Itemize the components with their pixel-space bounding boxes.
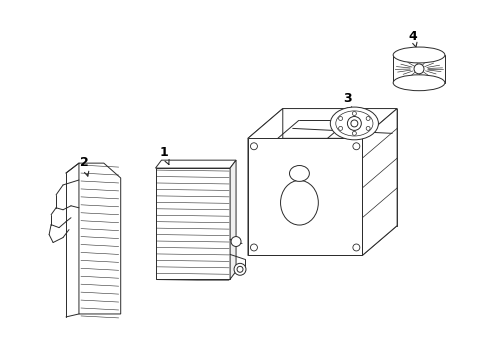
Circle shape [338,117,342,121]
Text: 2: 2 [80,156,89,176]
Circle shape [250,143,257,150]
Polygon shape [247,226,396,255]
Circle shape [352,131,356,135]
Circle shape [231,237,241,247]
Circle shape [413,64,423,74]
Circle shape [234,264,245,275]
Text: 3: 3 [343,92,351,112]
Ellipse shape [335,111,372,136]
Ellipse shape [289,166,309,181]
Circle shape [352,244,359,251]
Polygon shape [247,109,396,138]
Circle shape [366,117,369,121]
Ellipse shape [392,47,444,63]
Circle shape [338,126,342,130]
Text: 4: 4 [408,30,417,48]
Polygon shape [362,109,396,255]
Circle shape [352,112,356,116]
Polygon shape [247,109,282,255]
Ellipse shape [392,75,444,91]
Polygon shape [230,160,236,279]
Ellipse shape [280,180,318,225]
Polygon shape [155,168,230,279]
Polygon shape [247,138,362,255]
Circle shape [237,266,243,272]
Circle shape [366,126,369,130]
Circle shape [250,244,257,251]
Polygon shape [79,163,121,314]
Text: 1: 1 [159,146,169,165]
Polygon shape [282,109,396,226]
Circle shape [352,143,359,150]
Ellipse shape [329,107,378,140]
Polygon shape [155,160,236,168]
Circle shape [346,117,361,130]
Circle shape [350,120,357,127]
